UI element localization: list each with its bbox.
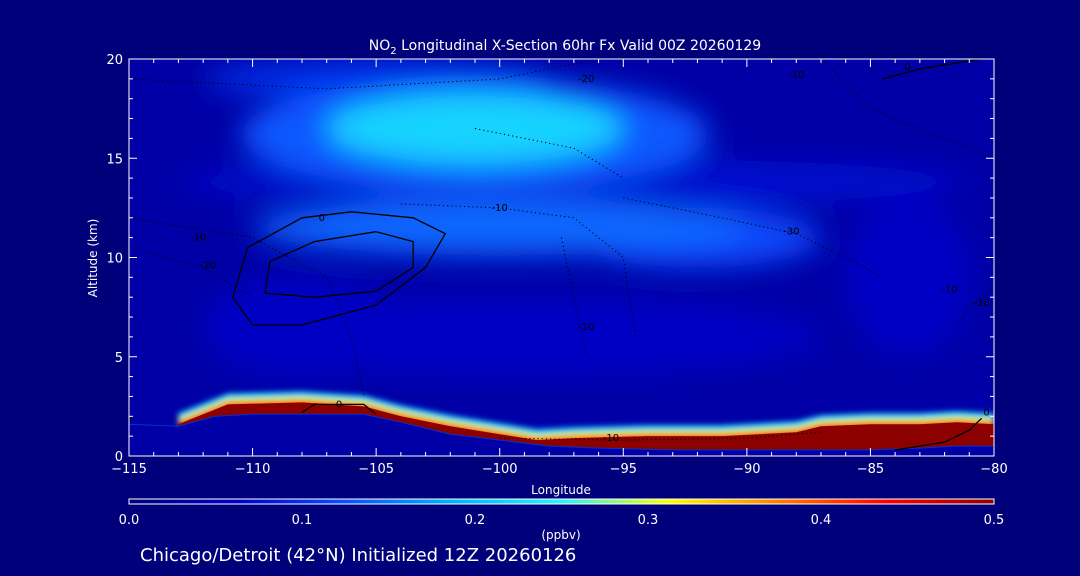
x-tick-label: −80	[980, 462, 1007, 477]
colorbar-strip	[128, 498, 995, 505]
contour-label: 0	[126, 413, 132, 424]
contour-dotted	[623, 197, 884, 278]
contour-dotted	[474, 128, 624, 179]
contour-label: -10	[788, 70, 804, 81]
contour-dotted	[561, 237, 587, 357]
y-axis-ticks: 0 5 10 15 20	[106, 53, 994, 465]
field-blob	[203, 277, 401, 377]
x-tick-label: −115	[111, 462, 147, 477]
surface-layer	[178, 391, 994, 450]
colorbar-tick-label: 0.5	[984, 513, 1005, 528]
contour-label: 0	[319, 213, 325, 224]
contour-dotted	[956, 286, 994, 328]
contour-label: -10	[603, 433, 619, 444]
y-tick-label: 5	[115, 351, 123, 366]
contour-label: -20	[200, 260, 216, 271]
colorbar-tick-label: 0.1	[292, 513, 313, 528]
terrain-mask	[129, 413, 994, 456]
contour-solid	[301, 403, 377, 415]
colorbar-tick-label: 0.3	[638, 513, 659, 528]
contour-label: -20	[578, 74, 594, 85]
contour-dotted	[499, 431, 822, 441]
colorbar-tick-label: 0.2	[465, 513, 486, 528]
contour-dotted	[820, 59, 994, 159]
y-tick-label: 0	[115, 450, 123, 465]
contour-label: -10	[973, 298, 989, 309]
contour-label: -30	[783, 227, 799, 238]
contour-solid	[894, 417, 983, 451]
contour-label: 0	[336, 399, 342, 410]
colorbar-unit-label: (ppbv)	[541, 528, 580, 542]
contour-solid	[264, 231, 414, 298]
colorbar-tick-label: 0.0	[119, 513, 140, 528]
terrain-fill	[129, 414, 994, 456]
contour-dotted	[129, 247, 253, 298]
x-tick-label: −85	[857, 462, 884, 477]
x-tick-label: −100	[482, 462, 518, 477]
chart-title: NO2 Longitudinal X-Section 60hr Fx Valid…	[369, 38, 761, 57]
y-axis-label: Altitude (km)	[86, 219, 100, 298]
contour-label: -10	[492, 203, 508, 214]
contour-label: 0	[904, 62, 910, 73]
x-tick-label: −90	[733, 462, 760, 477]
x-tick-label: −95	[610, 462, 637, 477]
concentration-field	[178, 59, 970, 377]
surface-band-core	[178, 402, 994, 450]
x-axis-label: Longitude	[531, 483, 591, 497]
colorbar: 0.0 0.1 0.2 0.3 0.4 0.5	[119, 498, 1005, 528]
terrain-edge	[129, 413, 994, 451]
field-blobs	[178, 59, 970, 377]
y-tick-label: 20	[106, 53, 123, 68]
y-tick-label: 10	[106, 252, 123, 267]
x-axis-ticks: −115 −110 −105 −100 −95 −90 −85 −80	[111, 59, 1008, 477]
contour-label: -10	[941, 284, 957, 295]
x-tick-label: −110	[235, 462, 271, 477]
contour-labels: -20 -10 0 0 -10 -20 -10 -30 -10 -10 -10 0 -10 0 0	[126, 62, 990, 444]
field-blob	[845, 197, 970, 357]
contour-label: -10	[190, 233, 206, 244]
x-tick-label: −105	[358, 462, 394, 477]
contour-label: 0	[983, 407, 989, 418]
y-tick-label: 15	[106, 152, 123, 167]
contour-solid	[882, 59, 982, 80]
colorbar-tick-label: 0.4	[811, 513, 832, 528]
contour-label: -10	[578, 322, 594, 333]
contour-solid	[232, 211, 447, 326]
contour-lines	[129, 59, 994, 451]
field-blob	[326, 92, 624, 165]
footer-caption: Chicago/Detroit (42°N) Initialized 12Z 2…	[140, 545, 576, 566]
